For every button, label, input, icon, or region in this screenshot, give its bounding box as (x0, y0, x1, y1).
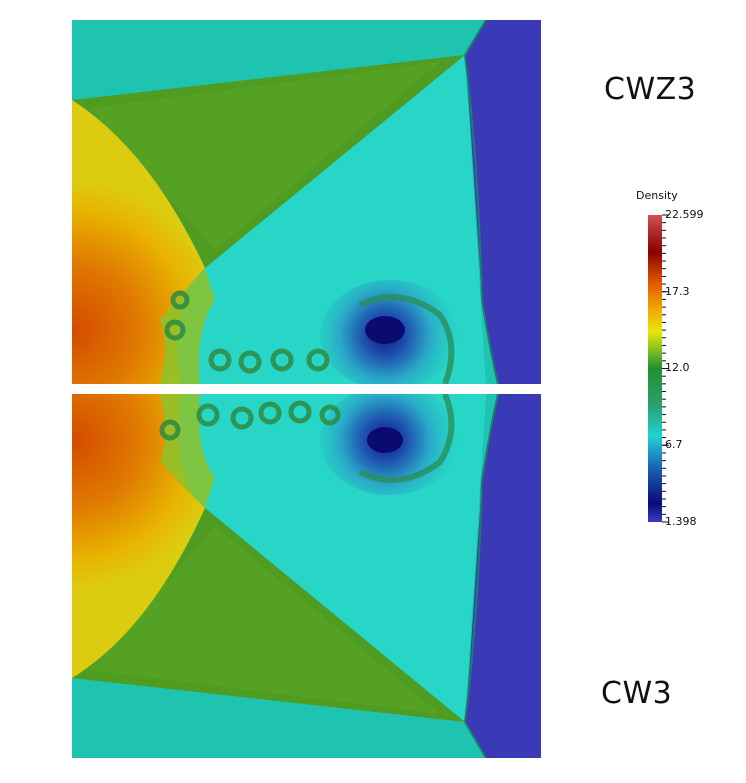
bottom-panel-label: CW3 (601, 676, 673, 711)
bottom-blue-region (465, 394, 541, 758)
colorbar-tick-label: 22.599 (665, 208, 704, 221)
colorbar-tick-label: 12.0 (665, 361, 690, 375)
top-blue-region (465, 20, 541, 384)
top-panel (72, 20, 541, 384)
colorbar-tick-label: 6.7 (665, 438, 683, 452)
colorbar-title: Density (636, 189, 678, 202)
colorbar-tick-label: 1.398 (665, 515, 697, 528)
bottom-panel (72, 394, 541, 758)
colorbar-gradient (648, 215, 662, 522)
top-panel-label: CWZ3 (604, 72, 697, 107)
colorbar-tick-label: 17.3 (665, 284, 690, 298)
colorbar (648, 214, 669, 523)
